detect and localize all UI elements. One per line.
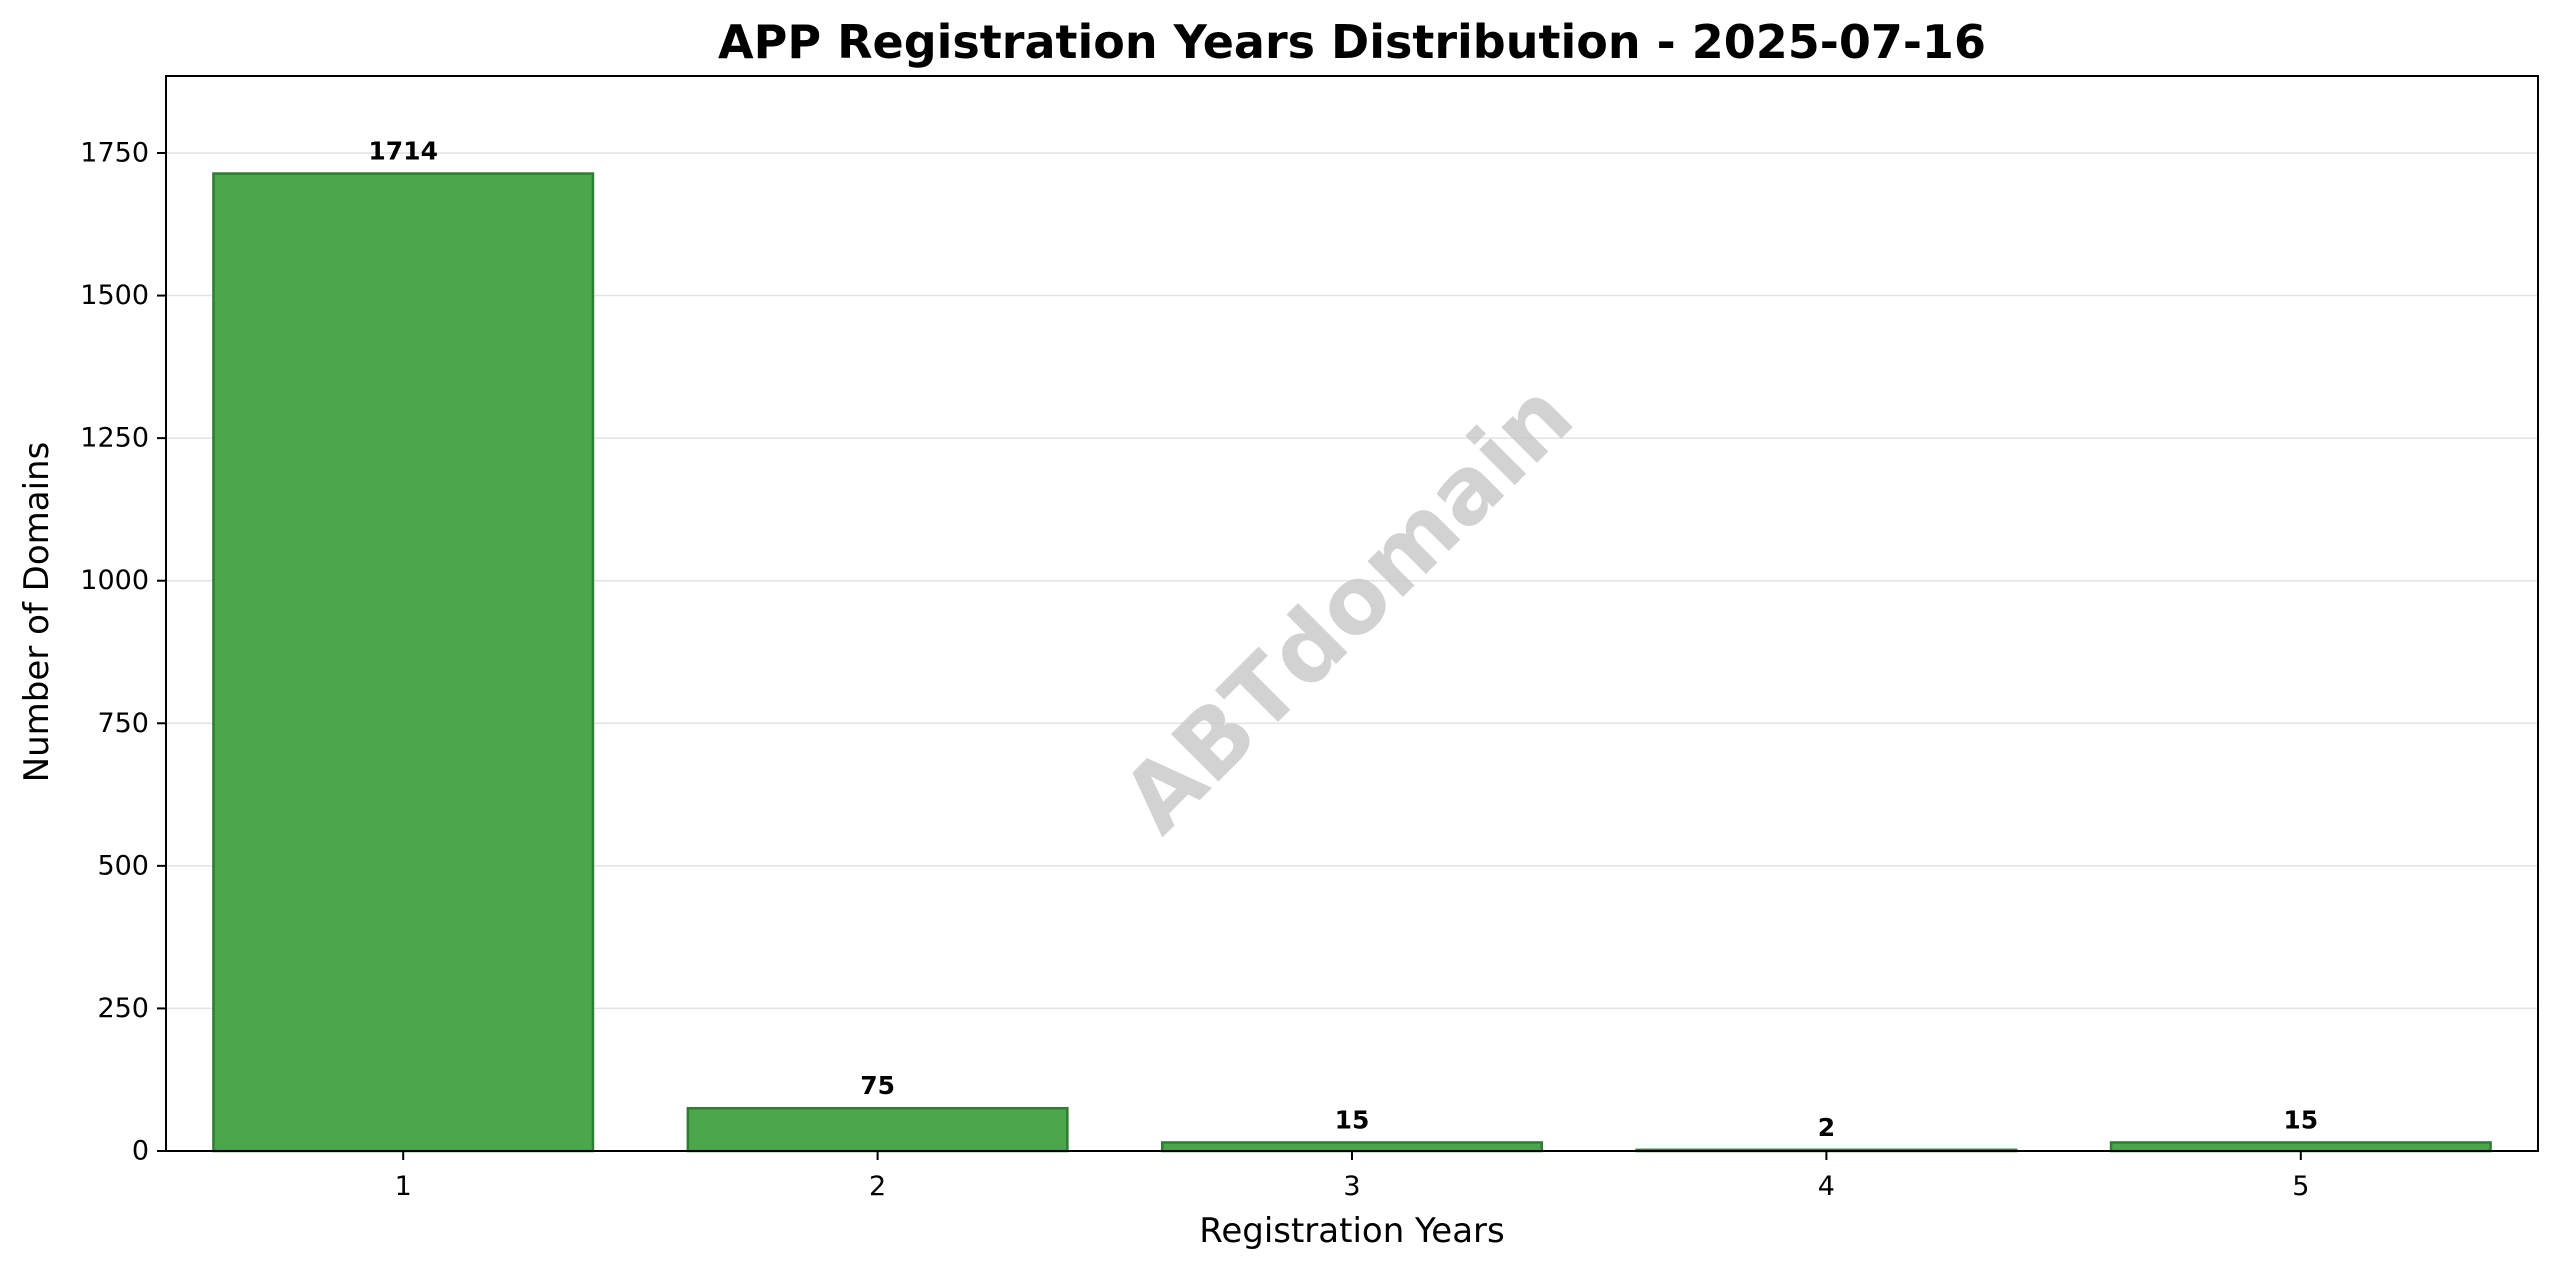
chart-title: APP Registration Years Distribution - 20… bbox=[718, 15, 1986, 69]
bar-value-label: 1714 bbox=[368, 137, 438, 166]
bar-value-label: 15 bbox=[1335, 1105, 1370, 1134]
bar bbox=[212, 172, 595, 1153]
y-tick-label: 0 bbox=[132, 1136, 149, 1167]
bar bbox=[686, 1106, 1069, 1153]
bar bbox=[2109, 1141, 2492, 1153]
x-tick-label: 5 bbox=[2292, 1171, 2309, 1202]
x-tick-label: 2 bbox=[869, 1171, 886, 1202]
x-tick-label: 1 bbox=[395, 1171, 412, 1202]
y-tick-label: 1250 bbox=[80, 423, 149, 454]
data-labels: 1714 75 15 2 15 bbox=[368, 137, 2318, 1142]
x-tick-label: 4 bbox=[1818, 1171, 1835, 1202]
bar bbox=[1160, 1141, 1544, 1153]
y-tick-label: 1000 bbox=[80, 565, 149, 596]
y-axis-ticks: 0 250 500 750 1000 1250 1500 1750 bbox=[80, 137, 166, 1167]
y-tick-label: 1750 bbox=[80, 137, 149, 168]
watermark: ABTdomain bbox=[1102, 362, 1594, 854]
y-tick-label: 250 bbox=[97, 993, 149, 1024]
bar-value-label: 75 bbox=[860, 1071, 895, 1100]
x-axis-ticks: 1 2 3 4 5 bbox=[395, 1151, 2309, 1202]
bars bbox=[212, 172, 2492, 1153]
x-tick-label: 3 bbox=[1343, 1171, 1360, 1202]
x-axis-label: Registration Years bbox=[1199, 1211, 1505, 1251]
y-tick-label: 1500 bbox=[80, 280, 149, 311]
y-axis-label: Number of Domains bbox=[17, 442, 57, 783]
y-tick-label: 500 bbox=[97, 850, 149, 881]
y-tick-label: 750 bbox=[97, 708, 149, 739]
bar-value-label: 15 bbox=[2283, 1105, 2318, 1134]
bar-value-label: 2 bbox=[1818, 1113, 1835, 1142]
